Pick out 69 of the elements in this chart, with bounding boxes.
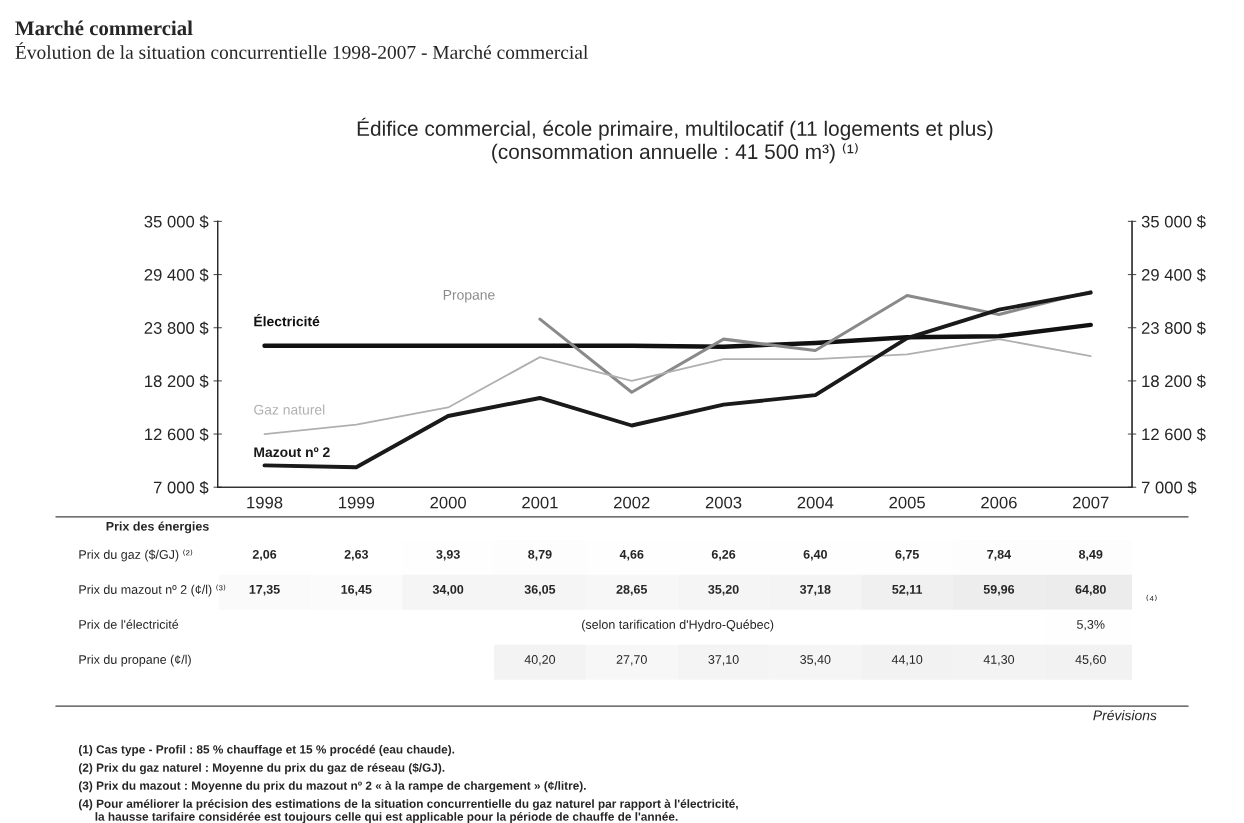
y-tick-label: 29 400 $: [144, 268, 209, 282]
data-label: 8,49: [1078, 549, 1103, 561]
y2-tick-label: 7 000 $: [1141, 480, 1197, 495]
x-tick-label: 2004: [797, 496, 834, 509]
y2-tick-label: 12 600 $: [1142, 427, 1206, 442]
y2-tick-label: 29 400 $: [1141, 268, 1206, 282]
x-tick-label: 2002: [614, 496, 650, 509]
data-label: 59,96: [983, 584, 1015, 596]
y-tick-label: Prix du mazout nº 2 (¢/l) ⁽³⁾: [79, 584, 226, 597]
data-label: 27,70: [616, 655, 647, 666]
chart-title: Édifice commercial, école primaire, multilocatif (11 logements et plus) (consommation annuelle : 41 500 m³) ⁽¹⁾: [357, 117, 993, 164]
data-label: 36,05: [524, 584, 556, 596]
data-label: 44,10: [891, 655, 923, 666]
y-tick-label: 35 000 $: [144, 215, 209, 229]
data-label: 35,20: [708, 584, 739, 596]
data-label: 4,66: [619, 549, 644, 561]
y-tick-label: 23 800 $: [144, 321, 209, 335]
y2-tick-label: 35 000 $: [1141, 215, 1206, 229]
x-tick-label: 2000: [430, 496, 467, 509]
y-tick-label: Prix du propane (¢/l): [79, 654, 191, 667]
text: ⁽⁴⁾: [1146, 594, 1157, 602]
series-label: Gaz naturel: [254, 404, 325, 415]
data-label: 6,40: [803, 549, 827, 561]
x-tick-label: 2006: [981, 496, 1017, 509]
annotation: (selon tarification d'Hydro-Québec): [582, 619, 774, 632]
data-label: 7,84: [987, 549, 1012, 561]
data-label: 52,11: [892, 584, 923, 596]
x-tick-label: 2003: [705, 496, 742, 509]
text: (3) Prix du mazout : Moyenne du prix du mazout nº 2 « à la rampe de chargement » (¢/litre).: [78, 781, 586, 793]
x-tick-label: 2005: [889, 496, 925, 509]
text: (1) Cas type - Profil : 85 % chauffage et 15 % procédé (eau chaude).: [78, 744, 455, 756]
text: Prévisions: [1093, 709, 1157, 721]
y2-tick-label: 23 800 $: [1141, 321, 1206, 335]
data-label: 37,10: [708, 655, 739, 666]
chart-title: Prix des énergies: [106, 521, 209, 534]
chart-subtitle: Marché commercial: [15, 20, 193, 36]
y-tick-label: 7 000 $: [153, 480, 209, 495]
data-label: 5,3%: [1076, 620, 1105, 631]
data-label: 3,93: [436, 549, 460, 561]
data-label: 2,63: [344, 549, 369, 561]
y-tick-label: 12 600 $: [145, 427, 209, 442]
data-label: 6,75: [895, 549, 919, 561]
data-label: 8,79: [528, 549, 552, 561]
series-label: Mazout nº 2: [254, 447, 330, 458]
x-tick-label: 1998: [247, 496, 283, 509]
data-label: 35,40: [800, 655, 831, 666]
text: (2) Prix du gaz naturel : Moyenne du prix du gaz de réseau ($/GJ).: [78, 762, 445, 775]
x-tick-label: 2007: [1073, 496, 1109, 509]
y-tick-label: 18 200 $: [145, 374, 209, 389]
data-label: 64,80: [1075, 584, 1106, 596]
text: Propane: [443, 290, 495, 303]
data-label: 28,65: [616, 584, 648, 596]
data-label: 37,18: [799, 584, 831, 596]
data-label: 17,35: [249, 584, 280, 596]
data-label: 45,60: [1075, 655, 1106, 666]
x-tick-label: 2001: [522, 496, 558, 509]
data-label: 40,20: [524, 655, 556, 666]
text: Évolution de la situation concurrentielle 1998-2007 - Marché commercial: [15, 42, 588, 59]
data-label: 2,06: [252, 549, 277, 561]
x-tick-label: 1999: [339, 496, 375, 509]
y-tick-label: Prix du gaz ($/GJ) ⁽²⁾: [79, 549, 193, 562]
data-label: 6,26: [711, 549, 736, 561]
y2-tick-label: 18 200 $: [1142, 374, 1206, 389]
y-tick-label: Prix de l'électricité: [79, 619, 179, 629]
text: (4) Pour améliorer la précision des estimations de la situation concurrentielle du gaz naturel par rapport à l'électricité, la hausse tarifaire considérée est toujours celle qui est applicable pour la période de chauffe de l'année.: [78, 799, 738, 823]
data-label: 34,00: [432, 584, 464, 596]
series-label: Électricité: [254, 313, 320, 327]
data-label: 41,30: [983, 655, 1015, 666]
data-label: 16,45: [341, 584, 372, 596]
